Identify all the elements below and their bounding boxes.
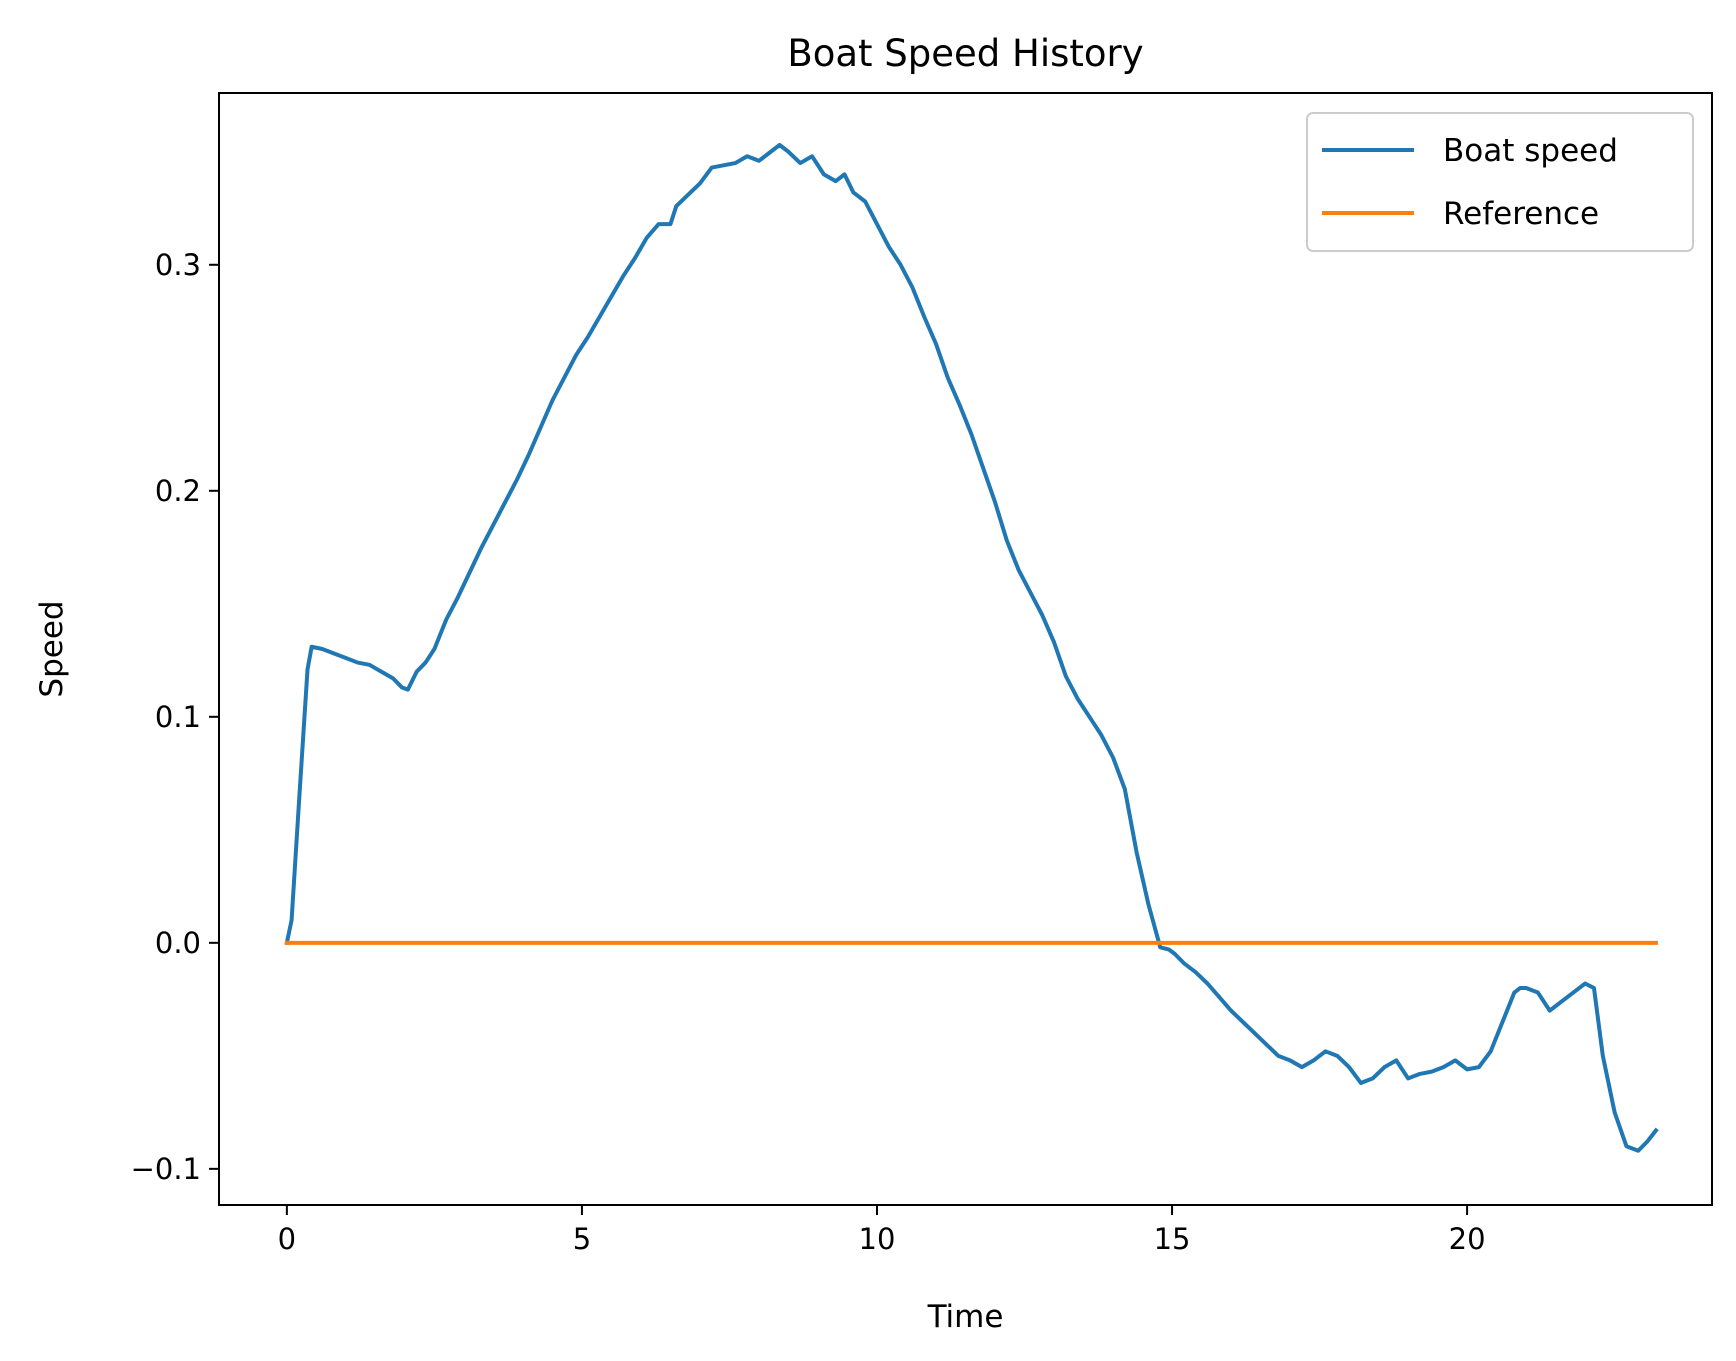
- x-tick-label: 0: [278, 1222, 296, 1256]
- y-axis: −0.1 0.0 0.1 0.2 0.3: [131, 248, 219, 1186]
- x-axis: 0 5 10 15 20: [278, 1205, 1486, 1256]
- y-tick-label: 0.3: [155, 248, 201, 282]
- y-tick-label: 0.0: [155, 926, 201, 960]
- x-tick-label: 5: [573, 1222, 591, 1256]
- legend-label-reference: Reference: [1443, 196, 1599, 232]
- y-axis-label: Speed: [34, 600, 70, 697]
- legend-entries: Boat speed Reference: [1322, 133, 1618, 232]
- chart-title: Boat Speed History: [787, 32, 1143, 75]
- plot-frame: [218, 92, 1713, 1206]
- x-axis-label: Time: [927, 1299, 1004, 1335]
- x-tick-label: 10: [859, 1222, 896, 1256]
- y-tick-label: 0.2: [155, 474, 201, 508]
- y-tick-label: −0.1: [131, 1152, 201, 1186]
- legend-box: [1306, 112, 1694, 252]
- x-tick-label: 20: [1449, 1222, 1486, 1256]
- series-layer: [284, 142, 1659, 1153]
- y-tick-label: 0.1: [155, 700, 201, 734]
- series-line-boat-speed: [284, 142, 1659, 1153]
- x-tick-label: 15: [1154, 1222, 1191, 1256]
- legend-label-boat-speed: Boat speed: [1443, 133, 1618, 169]
- legend: Boat speed Reference: [1306, 112, 1694, 252]
